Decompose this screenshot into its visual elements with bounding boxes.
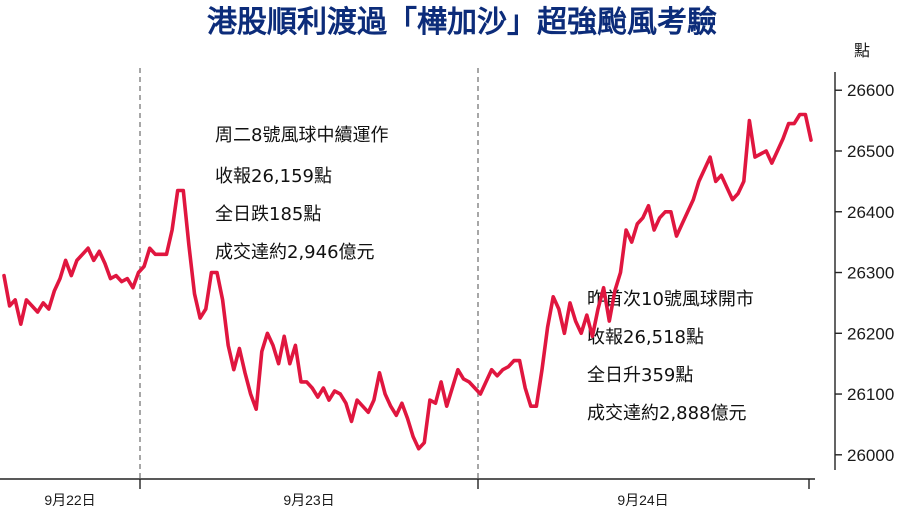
- annotation-line: 全日升359點: [587, 365, 693, 386]
- annotation-sep24: 昨首次10號風球開市 收報26,518點 全日升359點 成交達約2,888億元: [587, 289, 754, 424]
- annotation-sep23: 周二8號風球中續運作 收報26,159點 全日跌185點 成交達約2,946億元: [215, 125, 388, 263]
- y-tick-label: 26600: [847, 81, 894, 100]
- annotation-line: 昨首次10號風球開市: [587, 289, 754, 310]
- annotation-line: 成交達約2,946億元: [215, 242, 375, 263]
- annotation-line: 周二8號風球中續運作: [215, 125, 388, 146]
- x-tick-label: 9月22日: [44, 492, 95, 508]
- y-axis-unit-label: 點: [854, 41, 870, 60]
- series-layer: [2, 112, 813, 451]
- y-tick-label: 26300: [847, 264, 894, 283]
- y-tick-label: 26500: [847, 142, 894, 161]
- annotation-line: 收報26,518點: [587, 327, 704, 348]
- y-tick-label: 26100: [847, 385, 894, 404]
- y-tick-label: 26400: [847, 203, 894, 222]
- y-axis: 26000 26100 26200 26300 26400 26500 26600: [834, 72, 894, 470]
- x-axis: 9月22日 9月23日 9月24日: [0, 478, 815, 508]
- annotation-line: 收報26,159點: [215, 166, 332, 187]
- x-tick-label: 9月23日: [283, 492, 334, 508]
- chart-title: 港股順利渡過「樺加沙」超強颱風考驗: [207, 5, 717, 40]
- annotation-line: 全日跌185點: [215, 204, 321, 225]
- y-tick-label: 26000: [847, 446, 894, 465]
- y-tick-label: 26200: [847, 324, 894, 343]
- x-tick-label: 9月24日: [617, 492, 668, 508]
- annotation-line: 成交達約2,888億元: [587, 403, 747, 424]
- series-line: [2, 112, 813, 451]
